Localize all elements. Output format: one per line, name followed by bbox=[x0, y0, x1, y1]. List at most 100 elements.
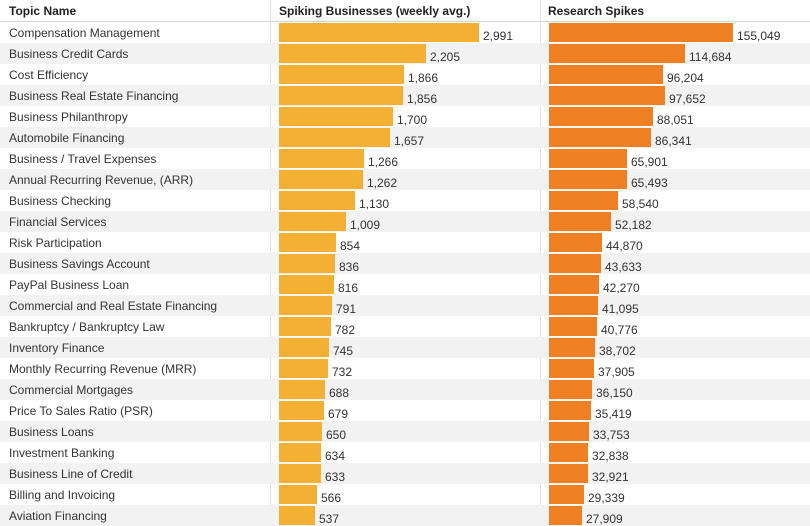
research-value-label: 96,204 bbox=[667, 71, 704, 85]
topic-name: Business Line of Credit bbox=[9, 467, 133, 481]
topic-name: Risk Participation bbox=[9, 236, 102, 250]
topic-name: PayPal Business Loan bbox=[9, 278, 130, 292]
spiking-bar bbox=[279, 23, 479, 42]
table-row: Business Line of Credit 633 32,921 bbox=[0, 463, 810, 484]
spiking-value-label: 566 bbox=[321, 491, 342, 505]
table-row: Business Savings Account 836 43,633 bbox=[0, 253, 810, 274]
table-row: Financial Services 1,009 52,182 bbox=[0, 211, 810, 232]
spiking-bar bbox=[279, 359, 328, 378]
spiking-value-label: 745 bbox=[333, 344, 354, 358]
topic-name: Aviation Financing bbox=[9, 509, 107, 523]
topic-name: Annual Recurring Revenue, (ARR) bbox=[9, 173, 194, 187]
column-header-spiking[interactable]: Spiking Businesses (weekly avg.) bbox=[279, 4, 471, 18]
spiking-value-label: 791 bbox=[336, 302, 357, 316]
topic-name: Business / Travel Expenses bbox=[9, 152, 157, 166]
research-value-label: 35,419 bbox=[595, 407, 632, 421]
research-value-label: 32,838 bbox=[592, 449, 629, 463]
spiking-bar bbox=[279, 128, 390, 147]
topic-name: Business Savings Account bbox=[9, 257, 150, 271]
topic-name: Business Philanthropy bbox=[9, 110, 128, 124]
spiking-value-label: 537 bbox=[319, 512, 340, 526]
research-value-label: 114,684 bbox=[689, 50, 732, 64]
spiking-bar bbox=[279, 338, 329, 357]
spiking-value-label: 1,130 bbox=[359, 197, 390, 211]
spiking-bar bbox=[279, 506, 315, 525]
research-bar bbox=[549, 359, 594, 378]
spiking-bar bbox=[279, 191, 355, 210]
spiking-value-label: 650 bbox=[326, 428, 347, 442]
spiking-value-label: 2,205 bbox=[430, 50, 461, 64]
topic-name: Business Real Estate Financing bbox=[9, 89, 179, 103]
spiking-bar bbox=[279, 212, 346, 231]
research-value-label: 40,776 bbox=[601, 323, 638, 337]
table-row: Business Philanthropy 1,700 88,051 bbox=[0, 106, 810, 127]
table-row: Business / Travel Expenses 1,266 65,901 bbox=[0, 148, 810, 169]
spiking-value-label: 1,856 bbox=[407, 92, 438, 106]
spiking-bar bbox=[279, 254, 335, 273]
spiking-value-label: 688 bbox=[329, 386, 350, 400]
research-bar bbox=[549, 485, 584, 504]
research-value-label: 43,633 bbox=[605, 260, 642, 274]
spiking-value-label: 634 bbox=[325, 449, 346, 463]
research-bar bbox=[549, 254, 601, 273]
research-bar bbox=[549, 275, 599, 294]
research-value-label: 32,921 bbox=[592, 470, 629, 484]
research-bar bbox=[549, 338, 595, 357]
table-row: Monthly Recurring Revenue (MRR) 732 37,905 bbox=[0, 358, 810, 379]
spiking-value-label: 1,009 bbox=[350, 218, 381, 232]
research-bar bbox=[549, 191, 618, 210]
research-value-label: 65,493 bbox=[631, 176, 668, 190]
topic-name: Investment Banking bbox=[9, 446, 115, 460]
research-bar bbox=[549, 296, 598, 315]
table-row: Business Loans 650 33,753 bbox=[0, 421, 810, 442]
column-header-topic[interactable]: Topic Name bbox=[9, 4, 77, 18]
research-value-label: 155,049 bbox=[737, 29, 781, 43]
spiking-bar bbox=[279, 317, 331, 336]
research-bar bbox=[549, 149, 627, 168]
topic-name: Commercial and Real Estate Financing bbox=[9, 299, 218, 313]
topic-name: Business Credit Cards bbox=[9, 47, 129, 61]
spiking-bar bbox=[279, 296, 332, 315]
table-row: Bankruptcy / Bankruptcy Law 782 40,776 bbox=[0, 316, 810, 337]
table-row: Business Checking 1,130 58,540 bbox=[0, 190, 810, 211]
topic-name: Commercial Mortgages bbox=[9, 383, 134, 397]
table-row: Price To Sales Ratio (PSR) 679 35,419 bbox=[0, 400, 810, 421]
research-bar bbox=[549, 170, 627, 189]
research-bar bbox=[549, 128, 651, 147]
table-row: Cost Efficiency 1,866 96,204 bbox=[0, 64, 810, 85]
table-header: Topic Name Spiking Businesses (weekly av… bbox=[0, 0, 810, 22]
research-value-label: 38,702 bbox=[599, 344, 636, 358]
research-bar bbox=[549, 464, 588, 483]
research-value-label: 36,150 bbox=[596, 386, 633, 400]
spiking-bar bbox=[279, 275, 334, 294]
research-value-label: 52,182 bbox=[615, 218, 652, 232]
topic-name: Cost Efficiency bbox=[9, 68, 89, 82]
spiking-value-label: 1,700 bbox=[397, 113, 428, 127]
research-bar bbox=[549, 422, 589, 441]
topic-name: Automobile Financing bbox=[9, 131, 125, 145]
research-value-label: 44,870 bbox=[606, 239, 643, 253]
research-bar bbox=[549, 401, 591, 420]
research-value-label: 58,540 bbox=[622, 197, 659, 211]
spiking-bar bbox=[279, 233, 336, 252]
table-row: Commercial Mortgages 688 36,150 bbox=[0, 379, 810, 400]
research-bar bbox=[549, 65, 663, 84]
spiking-value-label: 854 bbox=[340, 239, 361, 253]
research-bar bbox=[549, 23, 733, 42]
column-header-research[interactable]: Research Spikes bbox=[548, 4, 645, 18]
table-row: Business Credit Cards 2,205 114,684 bbox=[0, 43, 810, 64]
research-bar bbox=[549, 443, 588, 462]
topic-name: Business Loans bbox=[9, 425, 94, 439]
spiking-bar bbox=[279, 149, 364, 168]
table-row: Inventory Finance 745 38,702 bbox=[0, 337, 810, 358]
spiking-value-label: 1,657 bbox=[394, 134, 425, 148]
research-bar bbox=[549, 44, 685, 63]
topic-name: Inventory Finance bbox=[9, 341, 105, 355]
research-bar bbox=[549, 380, 592, 399]
table-row: Compensation Management 2,991 155,049 bbox=[0, 22, 810, 43]
spiking-bar bbox=[279, 443, 321, 462]
research-bar bbox=[549, 212, 611, 231]
table-row: PayPal Business Loan 816 42,270 bbox=[0, 274, 810, 295]
research-value-label: 88,051 bbox=[657, 113, 694, 127]
table-row: Risk Participation 854 44,870 bbox=[0, 232, 810, 253]
